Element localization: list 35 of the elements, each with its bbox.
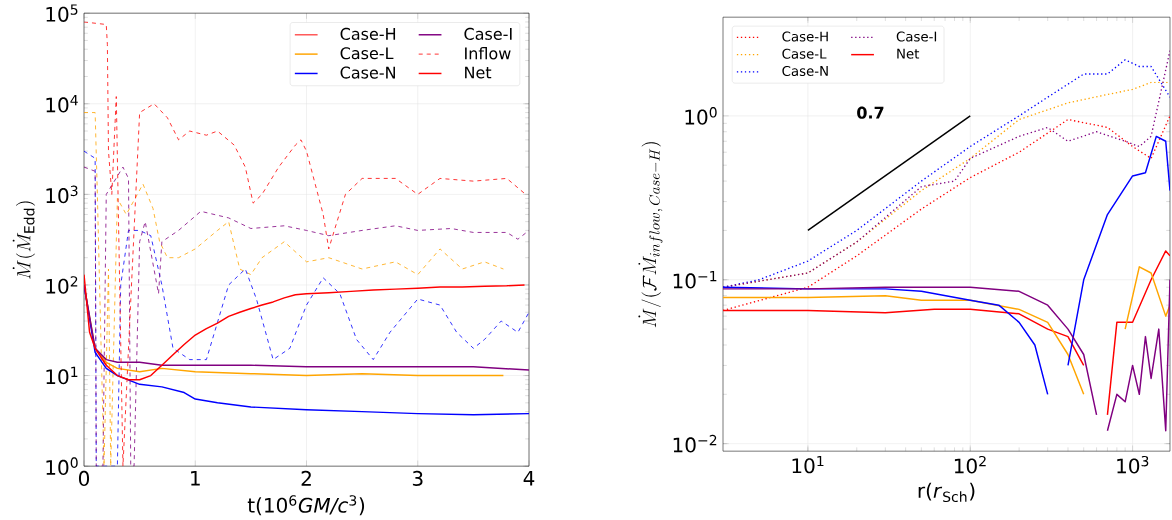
x-tick-label: 1 <box>191 471 200 486</box>
legend-label: Case-H <box>340 28 396 41</box>
legend-label: Inflow <box>465 47 511 60</box>
legend-label: Case-N <box>340 66 395 79</box>
x-tick-label: 2 <box>301 471 311 486</box>
x-tick-label: 10$^{1}$ <box>792 456 824 474</box>
legend-label: Net <box>465 66 492 79</box>
y-tick-label: 10$^{2}$ <box>46 276 78 294</box>
legend-label: Case-I <box>464 28 512 41</box>
x-tick-label: 0 <box>78 471 90 487</box>
y-tick-label: 10$^{4}$ <box>46 95 78 113</box>
y-tick-label: 10$^{−1}$ <box>673 271 717 289</box>
y-tick-label: 10$^{5}$ <box>46 4 78 23</box>
y-tick-label: 10$^{3}$ <box>46 185 78 204</box>
y-axis-title: $\dot{M}/(\mathcal{F}\dot{M}_{inflow,\,Case-H})$ <box>638 142 663 328</box>
x-tick-label: 10$^{2}$ <box>954 456 986 474</box>
x-axis-title: t(10$^{6}$GM/c$^{3}$) <box>247 495 365 516</box>
y-tick-label: 10$^{0}$ <box>46 457 78 476</box>
x-tick-label: 4 <box>523 471 535 486</box>
x-axis-title: r(r$_{Sch}$) <box>918 482 975 503</box>
annotation: 0.7 <box>857 106 884 119</box>
y-tick-label: 10$^{−2}$ <box>673 435 717 453</box>
legend-label: Case-H <box>782 31 828 42</box>
y-axis-title: $\dot{M}(\dot{M}_{\mathrm{Edd}})$ <box>12 201 36 280</box>
legend-label: Net <box>897 48 920 59</box>
line-series <box>84 21 527 467</box>
legend-label: Case-L <box>340 47 394 60</box>
line-series <box>84 112 504 467</box>
x-tick-label: 10$^{3}$ <box>1117 456 1149 474</box>
y-tick-label: 10$^{0}$ <box>685 107 717 125</box>
legend-label: Case-N <box>782 66 828 77</box>
legend-label: Case-I <box>896 31 937 42</box>
legend-label: Case-L <box>782 48 827 59</box>
x-tick-label: 3 <box>412 471 423 487</box>
y-tick-label: 10$^{1}$ <box>46 367 78 385</box>
